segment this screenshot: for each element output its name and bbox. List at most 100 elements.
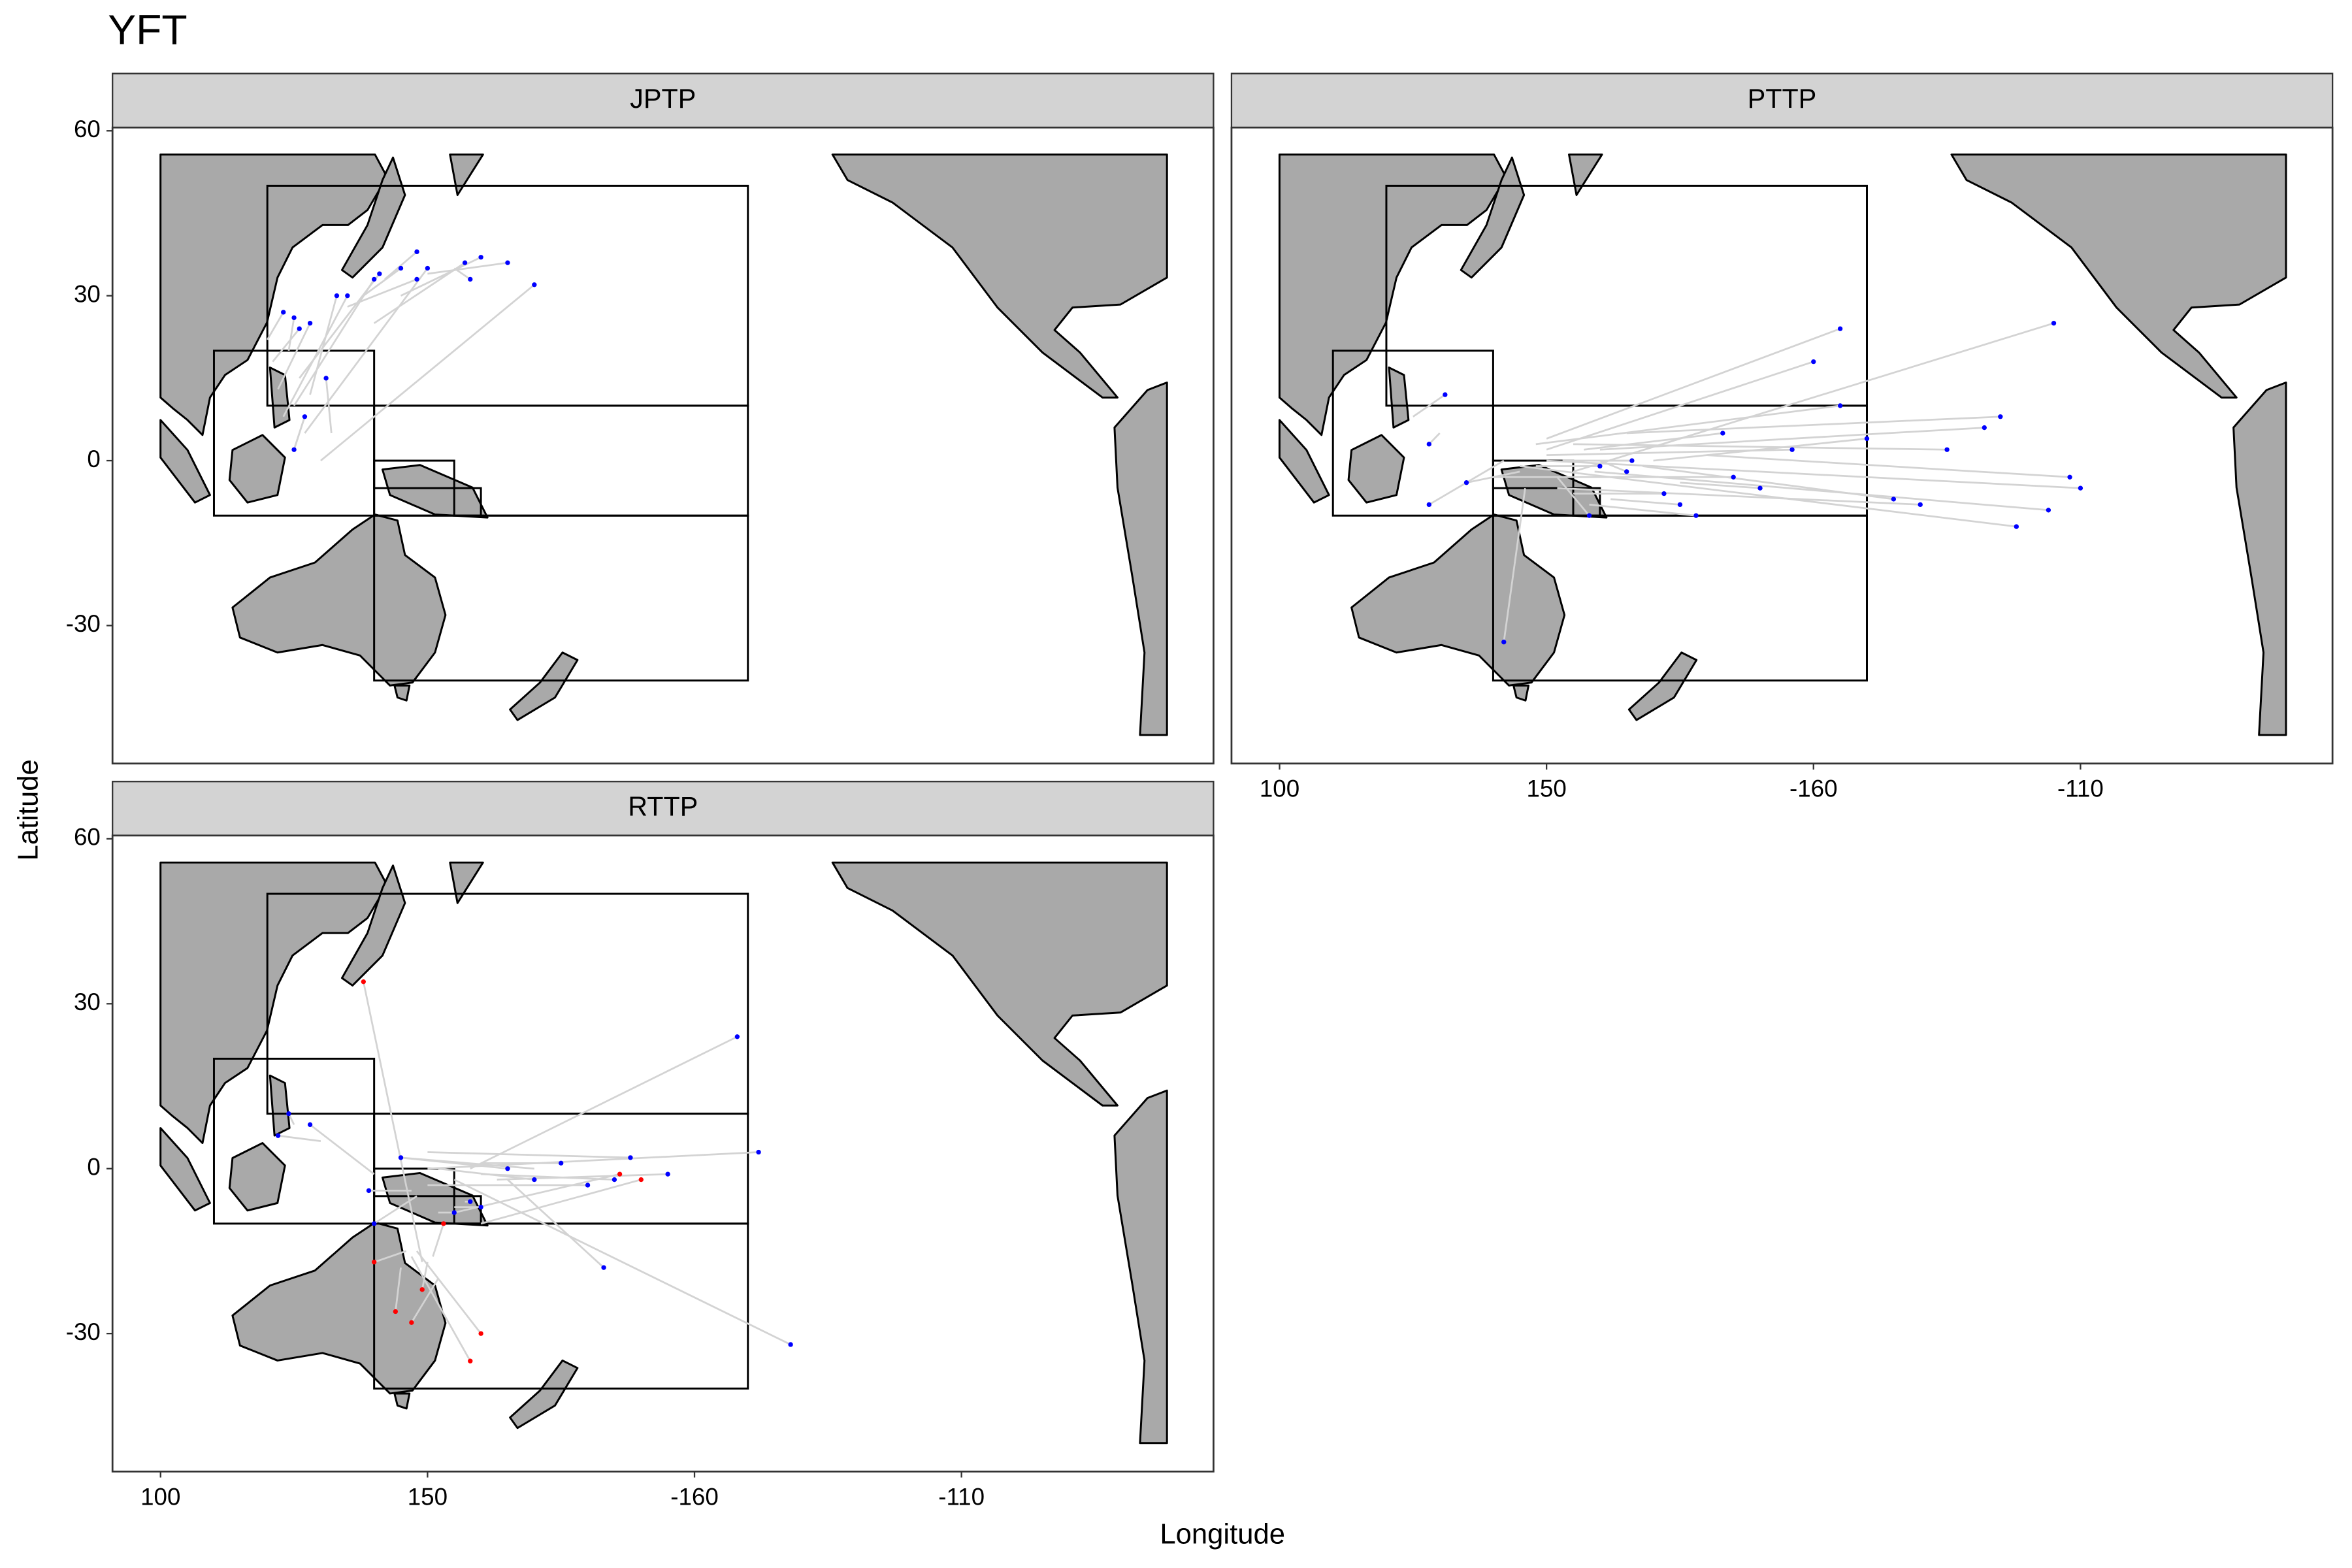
recapture-point [275,1133,281,1138]
recapture-point [1720,431,1725,436]
recapture-point [291,315,297,320]
track-line [267,312,284,340]
recapture-point [2046,508,2051,513]
recapture-point [307,1122,313,1128]
recapture-point [286,1111,291,1117]
recapture-point [478,1204,483,1210]
track-line [1546,459,2081,489]
recapture-point [371,1260,377,1265]
recapture-point [612,1177,617,1183]
y-tick-label: 30 [74,988,101,1015]
region-box [453,1195,482,1225]
track-line [293,416,306,450]
x-tick-label: -110 [938,1483,985,1510]
recapture-point [2067,474,2072,480]
region-box [453,487,482,517]
track-line [347,278,417,308]
facet-title: PTTP [1748,84,1817,114]
recapture-point [2078,485,2083,491]
track-line [299,273,380,379]
recapture-point [532,282,537,287]
track-line [470,1036,738,1169]
recapture-point [559,1160,564,1166]
recapture-point [441,1221,446,1226]
recapture-point [1944,447,1950,452]
track-line [1589,504,1697,517]
facet-strip [112,781,1215,837]
y-tick-label: 60 [74,116,101,142]
recapture-point [1624,469,1629,474]
recapture-point [1757,485,1763,491]
recapture-point [414,276,419,282]
recapture-point [371,276,377,282]
recapture-point [409,1320,414,1325]
track-line [480,1179,642,1225]
y-tick-label: 60 [74,824,101,851]
track-line [1546,327,1841,440]
recapture-point [468,1199,473,1204]
recapture-point [2014,524,2019,529]
track-line [400,256,482,297]
recapture-point [1463,480,1469,485]
recapture-point [2051,321,2057,326]
recapture-point [665,1171,670,1177]
track-line [1546,448,1793,457]
recapture-point [377,271,382,276]
recapture-point [371,1221,377,1226]
track-line [1556,476,1590,517]
recapture-point [1693,513,1699,518]
recapture-point [468,276,473,282]
recapture-point [505,260,510,265]
recapture-point [1998,414,2003,419]
panel: 100 150 -160 -110 [1230,126,2334,802]
track-line [1707,454,2070,478]
facet-title: RTTP [628,791,698,821]
y-tick-label: 0 [87,446,100,472]
track-line [277,323,311,390]
region-box [373,1168,455,1198]
recapture-point [1586,513,1592,518]
recapture-point [1982,425,1987,431]
panel-border [111,834,1215,1473]
track-line [1557,487,1921,506]
track-line [309,295,338,395]
track-line [432,1223,445,1257]
track-line [1428,433,1441,445]
recapture-point [361,979,366,985]
track-line [1584,432,1723,451]
panel: -30 0 30 60 100 150 -160 -110 [66,824,1215,1510]
recapture-point [1891,497,1897,502]
facet-title: JPTP [630,84,696,114]
track-line [278,1134,321,1143]
x-tick-label: 150 [1527,776,1567,802]
chart-title: YFT [108,7,187,54]
recapture-point [462,260,468,265]
region-box [373,1222,749,1390]
recapture-point [291,447,297,452]
track-line [272,328,301,363]
x-tick-label: 100 [140,1483,180,1510]
track-line [421,1262,429,1290]
recapture-point [1731,474,1736,480]
recapture-point [505,1166,510,1171]
recapture-point [1918,502,1923,508]
track-line [362,981,423,1263]
track-line [1573,443,1948,451]
recapture-point [414,249,419,255]
region-box [373,514,749,682]
recapture-point [1629,458,1635,463]
region-box [1572,487,1601,517]
track-line [453,267,471,280]
recapture-point [788,1342,793,1347]
track-line [1413,393,1446,417]
recapture-point [478,1331,483,1336]
recapture-point [297,326,302,331]
track-line [481,1173,615,1181]
track-line [1626,416,2001,434]
recapture-point [425,265,431,271]
y-axis-label: Latitude [12,759,44,860]
track-line [1680,482,1761,489]
recapture-point [734,1034,740,1039]
track-line [416,1250,482,1334]
